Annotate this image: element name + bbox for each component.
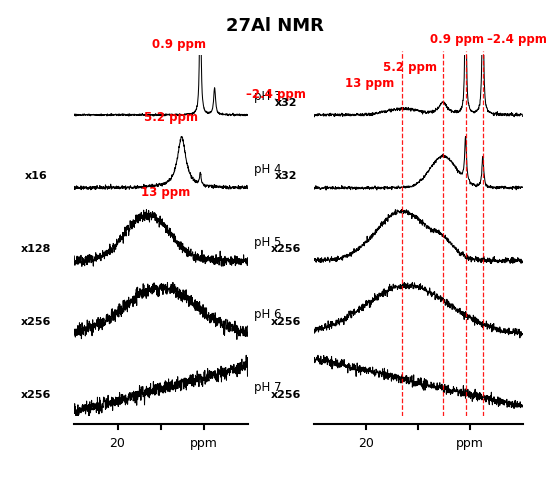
Text: x256: x256 xyxy=(271,244,301,254)
Text: 0.9 ppm: 0.9 ppm xyxy=(430,34,484,46)
Text: pH 4: pH 4 xyxy=(255,163,282,175)
Text: x256: x256 xyxy=(21,390,51,400)
Text: 27Al NMR: 27Al NMR xyxy=(226,17,324,35)
Text: x256: x256 xyxy=(271,390,301,400)
Text: x128: x128 xyxy=(21,244,51,254)
Text: pH 7: pH 7 xyxy=(255,382,282,394)
Text: x256: x256 xyxy=(271,317,301,327)
Text: pH 6: pH 6 xyxy=(255,309,282,321)
Text: ppm: ppm xyxy=(190,437,218,451)
Text: x16: x16 xyxy=(25,171,47,181)
Text: –2.4 ppm: –2.4 ppm xyxy=(246,88,306,102)
Text: ppm: ppm xyxy=(456,437,484,451)
Text: –2.4 ppm: –2.4 ppm xyxy=(487,34,547,46)
Text: 20: 20 xyxy=(109,437,125,451)
Text: pH 5: pH 5 xyxy=(255,236,282,248)
Text: x32: x32 xyxy=(275,98,298,108)
Text: x256: x256 xyxy=(21,317,51,327)
Text: pH 3: pH 3 xyxy=(255,90,282,103)
Text: 5.2 ppm: 5.2 ppm xyxy=(144,111,198,124)
Text: 13 ppm: 13 ppm xyxy=(345,77,394,90)
Text: 0.9 ppm: 0.9 ppm xyxy=(152,38,206,51)
Text: x32: x32 xyxy=(275,171,298,181)
Text: 20: 20 xyxy=(358,437,373,451)
Text: 13 ppm: 13 ppm xyxy=(141,186,190,199)
Text: 5.2 ppm: 5.2 ppm xyxy=(383,61,437,74)
